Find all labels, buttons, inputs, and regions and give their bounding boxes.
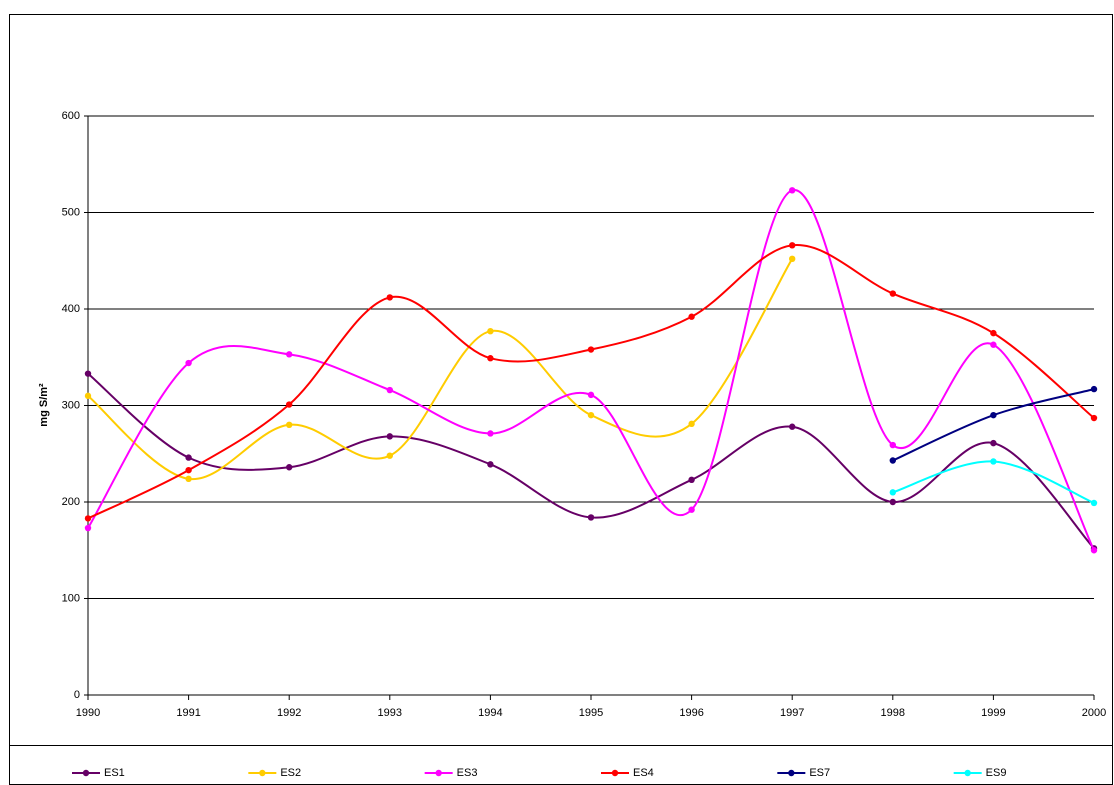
x-tick-label: 1994 bbox=[478, 707, 502, 719]
point bbox=[185, 454, 192, 461]
y-tick-label: 300 bbox=[62, 399, 80, 411]
legend-marker bbox=[435, 769, 442, 777]
point bbox=[487, 327, 494, 335]
legend-marker bbox=[82, 769, 90, 777]
point bbox=[990, 329, 997, 337]
x-tick-label: 1999 bbox=[981, 707, 1005, 719]
point bbox=[185, 359, 192, 367]
point bbox=[386, 386, 393, 394]
point bbox=[1090, 547, 1098, 554]
legend-marker bbox=[259, 769, 266, 777]
point bbox=[990, 458, 997, 465]
x-tick-label: 1997 bbox=[780, 707, 804, 719]
point bbox=[286, 401, 293, 408]
legend-label: ES4 bbox=[633, 767, 654, 779]
y-tick-label: 100 bbox=[62, 592, 80, 604]
point bbox=[587, 411, 595, 419]
legend-marker bbox=[788, 769, 795, 777]
point bbox=[688, 313, 695, 320]
chart-border bbox=[9, 14, 1113, 785]
point bbox=[789, 423, 796, 430]
point bbox=[185, 466, 192, 474]
point bbox=[688, 476, 695, 484]
y-tick-label: 200 bbox=[62, 496, 80, 508]
point bbox=[889, 441, 896, 449]
point bbox=[587, 391, 595, 399]
y-axis-label: mg S/m² bbox=[38, 383, 50, 427]
legend-label: ES2 bbox=[280, 767, 301, 779]
legend-label: ES3 bbox=[457, 767, 478, 779]
x-tick-label: 1996 bbox=[679, 707, 703, 719]
point bbox=[386, 294, 393, 301]
legend-label: ES1 bbox=[104, 767, 125, 779]
legend-label: ES9 bbox=[986, 767, 1007, 779]
point bbox=[487, 430, 494, 437]
y-tick-label: 500 bbox=[62, 206, 80, 218]
legend-label: ES7 bbox=[809, 767, 830, 779]
point bbox=[286, 421, 293, 428]
point bbox=[889, 290, 896, 297]
point bbox=[386, 452, 393, 459]
point bbox=[587, 514, 595, 521]
point bbox=[990, 411, 997, 419]
y-tick-label: 400 bbox=[62, 303, 80, 315]
y-tick-label: 0 bbox=[74, 689, 80, 701]
point bbox=[990, 341, 997, 348]
x-tick-label: 2000 bbox=[1082, 707, 1106, 719]
point bbox=[688, 506, 695, 513]
series-line bbox=[87, 189, 1095, 551]
point bbox=[487, 355, 494, 362]
y-tick-label: 600 bbox=[62, 110, 80, 122]
point bbox=[286, 351, 293, 358]
point bbox=[84, 515, 92, 522]
point bbox=[688, 420, 695, 428]
point bbox=[1090, 499, 1098, 507]
point bbox=[185, 475, 192, 483]
point bbox=[487, 461, 494, 468]
x-tick-label: 1990 bbox=[76, 707, 100, 719]
x-tick-label: 1995 bbox=[579, 707, 603, 719]
x-tick-label: 1998 bbox=[881, 707, 905, 719]
point bbox=[889, 498, 896, 506]
legend-marker bbox=[964, 769, 971, 777]
point bbox=[889, 489, 896, 496]
point bbox=[84, 370, 92, 377]
point bbox=[789, 242, 796, 249]
x-tick-label: 1991 bbox=[176, 707, 200, 719]
point bbox=[1090, 385, 1098, 393]
point bbox=[386, 433, 393, 440]
point bbox=[587, 346, 595, 353]
point bbox=[889, 457, 896, 464]
x-tick-label: 1993 bbox=[378, 707, 402, 719]
point bbox=[84, 524, 92, 532]
point bbox=[1090, 414, 1098, 422]
point bbox=[286, 464, 293, 471]
point bbox=[789, 187, 796, 194]
point bbox=[990, 439, 997, 447]
point bbox=[789, 255, 796, 263]
legend-marker bbox=[611, 769, 619, 777]
point bbox=[84, 392, 92, 400]
x-tick-label: 1992 bbox=[277, 707, 301, 719]
